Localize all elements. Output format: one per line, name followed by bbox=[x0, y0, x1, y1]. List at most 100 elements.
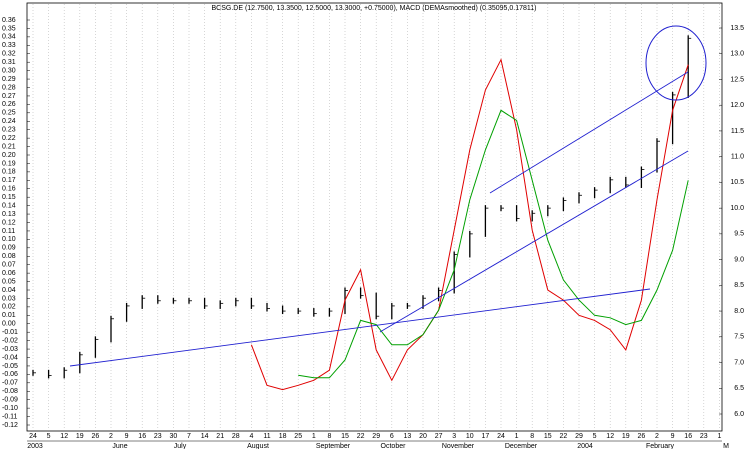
y-tick-label: 0.09 bbox=[2, 245, 16, 252]
y-tick-label: 0.25 bbox=[2, 110, 16, 117]
y-tick-label: -0.06 bbox=[2, 371, 18, 378]
y-tick-label: -0.04 bbox=[2, 354, 18, 361]
month-label: 2003 bbox=[27, 443, 43, 449]
x-tick-label: 23 bbox=[700, 433, 708, 440]
y-tick-label: 0.23 bbox=[2, 127, 16, 134]
y2-tick-label: 11.0 bbox=[731, 154, 744, 161]
month-label: August bbox=[247, 443, 269, 449]
y2-tick-label: 6.0 bbox=[734, 411, 744, 418]
x-tick-label: 8 bbox=[327, 433, 331, 440]
x-tick-label: 28 bbox=[232, 433, 240, 440]
x-tick-label: 19 bbox=[76, 433, 84, 440]
y-tick-label: 0.18 bbox=[2, 169, 16, 176]
y-tick-label: 0.17 bbox=[2, 177, 16, 184]
x-tick-label: 3 bbox=[452, 433, 456, 440]
x-tick-label: 14 bbox=[201, 433, 209, 440]
trend-line bbox=[69, 288, 651, 367]
y-tick-label: 0.00 bbox=[2, 321, 16, 328]
y-tick-label: 0.27 bbox=[2, 93, 16, 100]
y2-tick-label: 12.0 bbox=[730, 102, 744, 109]
y-tick-label: 0.07 bbox=[2, 262, 16, 269]
y2-tick-label: 11.5 bbox=[731, 128, 744, 135]
plot-frame bbox=[26, 2, 723, 432]
x-tick-label: 30 bbox=[170, 433, 178, 440]
x-tick-label: 6 bbox=[390, 433, 394, 440]
x-tick-label: 8 bbox=[530, 433, 534, 440]
y-tick-label: 0.11 bbox=[2, 228, 15, 235]
x-tick-label: 16 bbox=[138, 433, 146, 440]
y-tick-label: 0.26 bbox=[2, 101, 16, 108]
x-tick-label: 2 bbox=[109, 433, 113, 440]
trend-lines bbox=[69, 25, 707, 367]
y-tick-label: 0.02 bbox=[2, 304, 16, 311]
y-tick-label: 0.36 bbox=[2, 17, 16, 24]
y2-tick-label: 10.0 bbox=[730, 205, 744, 212]
y-tick-label: 0.01 bbox=[2, 312, 16, 319]
y-tick-label: -0.05 bbox=[2, 363, 18, 370]
y2-tick-label: 8.5 bbox=[734, 282, 744, 289]
y-tick-label: -0.01 bbox=[2, 329, 18, 336]
x-tick-label: 5 bbox=[593, 433, 597, 440]
y-tick-label: 0.24 bbox=[2, 118, 16, 125]
x-tick-label: 9 bbox=[125, 433, 129, 440]
x-tick-label: 21 bbox=[216, 433, 224, 440]
y2-tick-label: 7.5 bbox=[734, 334, 744, 341]
y-tick-label: 0.29 bbox=[2, 76, 16, 83]
month-label: December bbox=[505, 443, 538, 449]
y-tick-label: 0.33 bbox=[2, 42, 16, 49]
x-tick-label: 11 bbox=[263, 433, 270, 440]
y2-tick-label: 9.0 bbox=[734, 256, 744, 263]
y-tick-label: 0.20 bbox=[2, 152, 16, 159]
month-label: June bbox=[112, 443, 127, 449]
signal-line bbox=[298, 109, 689, 379]
x-tick-label: 22 bbox=[560, 433, 568, 440]
y-tick-label: -0.07 bbox=[2, 380, 18, 387]
x-tick-label: 24 bbox=[29, 433, 37, 440]
y2-tick-label: 6.5 bbox=[734, 385, 744, 392]
x-tick-label: 15 bbox=[341, 433, 349, 440]
month-label: November bbox=[442, 443, 475, 449]
x-tick-label: 5 bbox=[47, 433, 51, 440]
y-tick-label: 0.10 bbox=[2, 236, 16, 243]
x-tick-label: 26 bbox=[638, 433, 646, 440]
x-tick-label: 15 bbox=[544, 433, 552, 440]
y-tick-label: 0.04 bbox=[2, 287, 16, 294]
x-tick-label: 9 bbox=[671, 433, 675, 440]
y-tick-label: 0.05 bbox=[2, 278, 16, 285]
month-label: July bbox=[174, 443, 187, 449]
month-label: September bbox=[316, 443, 351, 449]
x-tick-label: 10 bbox=[466, 433, 474, 440]
x-tick-label: 16 bbox=[684, 433, 692, 440]
y-tick-label: 0.34 bbox=[2, 34, 16, 41]
x-tick-label: 19 bbox=[622, 433, 630, 440]
y-tick-label: -0.08 bbox=[2, 388, 18, 395]
y-tick-label: 0.08 bbox=[2, 253, 16, 260]
y2-tick-label: 12.5 bbox=[730, 76, 744, 83]
x-tick-label: 17 bbox=[482, 433, 490, 440]
x-tick-label: 1 bbox=[717, 433, 721, 440]
y-tick-label: -0.10 bbox=[2, 405, 18, 412]
x-tick-label: 1 bbox=[515, 433, 519, 440]
x-tick-label: 2 bbox=[655, 433, 659, 440]
x-tick-label: 27 bbox=[435, 433, 443, 440]
x-tick-label: 4 bbox=[249, 433, 253, 440]
x-tick-label: 12 bbox=[60, 433, 68, 440]
chart-title: BCSG.DE (12.7500, 13.3500, 12.5000, 13.3… bbox=[212, 5, 537, 12]
y-tick-label: -0.09 bbox=[2, 397, 18, 404]
y2-tick-label: 13.0 bbox=[730, 51, 744, 58]
x-tick-label: 24 bbox=[497, 433, 505, 440]
y-tick-label: 0.19 bbox=[2, 160, 16, 167]
highlight-circle bbox=[645, 25, 707, 101]
trend-line bbox=[379, 150, 689, 333]
month-label: 2004 bbox=[577, 443, 593, 449]
y-tick-label: -0.12 bbox=[2, 422, 18, 429]
y-tick-label: 0.32 bbox=[2, 51, 16, 58]
y-tick-label: 0.30 bbox=[2, 67, 16, 74]
y2-tick-label: 13.5 bbox=[730, 25, 744, 32]
x-tick-label: 29 bbox=[372, 433, 380, 440]
x-tick-label: 1 bbox=[312, 433, 316, 440]
y-tick-label: 0.28 bbox=[2, 84, 16, 91]
macd-line bbox=[250, 58, 689, 391]
y-tick-label: 0.35 bbox=[2, 25, 16, 32]
y2-tick-label: 10.5 bbox=[730, 179, 744, 186]
